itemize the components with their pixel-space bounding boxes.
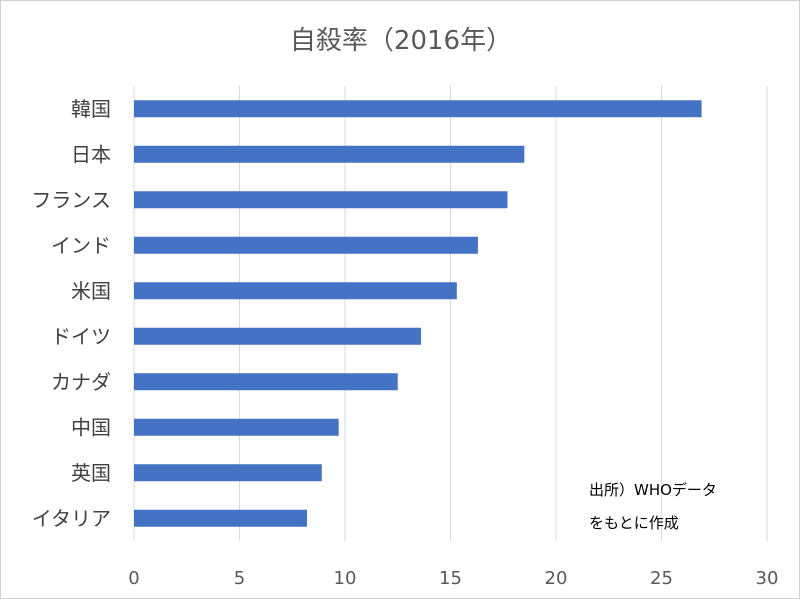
bar-7: [134, 373, 398, 391]
bar-1: [134, 100, 702, 118]
category-label: 日本: [71, 142, 111, 166]
bar-2: [134, 145, 525, 163]
category-label: カナダ: [51, 370, 111, 394]
category-label: ドイツ: [51, 324, 111, 348]
bar-9: [134, 464, 322, 482]
bar-8: [134, 418, 339, 436]
source-note-line-1: 出所）WHOデータ: [589, 481, 717, 499]
x-tick-label: 25: [650, 568, 673, 589]
category-label: フランス: [31, 188, 111, 212]
x-tick-labels: 0 5 10 15 20 25 30: [128, 568, 778, 589]
source-note-line-2: をもとに作成: [589, 514, 679, 532]
category-label: 韓国: [71, 97, 111, 121]
x-tick-label: 20: [545, 568, 568, 589]
x-tick-label: 5: [234, 568, 245, 589]
x-tick-label: 0: [128, 568, 139, 589]
category-label: イタリア: [32, 506, 111, 530]
bars: [134, 100, 702, 527]
bar-4: [134, 236, 478, 254]
category-label: 米国: [71, 279, 111, 303]
chart-title: 自殺率（2016年）: [290, 26, 512, 56]
x-tick-label: 30: [756, 568, 779, 589]
x-tick-label: 15: [439, 568, 462, 589]
bar-6: [134, 327, 421, 345]
bar-10: [134, 509, 308, 527]
category-label: 中国: [71, 415, 111, 439]
x-tick-label: 10: [334, 568, 357, 589]
category-label: 英国: [71, 461, 111, 485]
category-label: インド: [51, 233, 111, 257]
bar-3: [134, 191, 508, 209]
bar-5: [134, 282, 457, 300]
